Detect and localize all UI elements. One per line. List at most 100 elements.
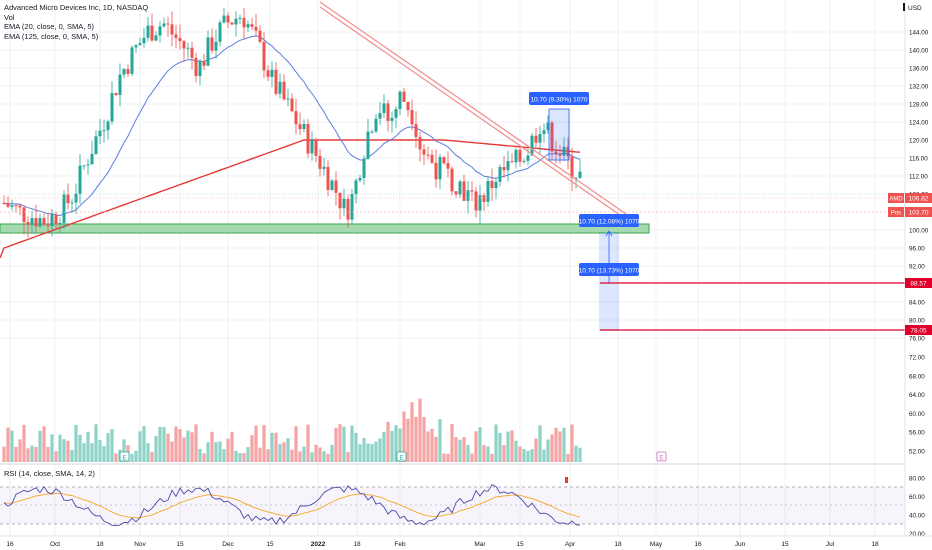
volume-bar — [174, 426, 178, 462]
volume-bar — [106, 433, 110, 462]
volume-bar — [450, 424, 454, 462]
time-tick: 18 — [614, 541, 622, 548]
volume-bar — [458, 439, 462, 462]
rsi-axis-ticks: 80.00 60.00 40.00 20.00 — [909, 475, 925, 538]
volume-bar — [122, 439, 126, 462]
time-tick: 16 — [6, 541, 14, 548]
time-tick: 15 — [176, 541, 184, 548]
vol-label[interactable]: Vol — [4, 12, 15, 22]
volume-bar — [414, 416, 418, 462]
svg-text:E: E — [122, 454, 127, 461]
volume-bar — [374, 441, 378, 462]
candle-body — [126, 69, 130, 74]
candle-body — [6, 203, 10, 207]
candle-body — [70, 202, 74, 204]
price-tick: 124.00 — [909, 120, 929, 127]
symbol-title[interactable]: Advanced Micro Devices Inc, 1D, NASDAQ — [4, 3, 149, 12]
candle-body — [270, 69, 274, 77]
candle-body — [462, 181, 466, 201]
volume-bar — [334, 427, 338, 462]
volume-bar — [350, 425, 354, 462]
candle-body — [222, 15, 226, 23]
ema20-label[interactable]: EMA (20, close, 0, SMA, 5) — [4, 22, 95, 32]
volume-bar — [178, 429, 182, 462]
volume-bar — [522, 448, 526, 462]
downtrend-line[interactable] — [319, 1, 627, 216]
volume-bar — [2, 446, 6, 462]
candle-body — [306, 124, 310, 154]
candle-body — [22, 207, 26, 223]
candle-body — [214, 41, 218, 51]
volume-bar — [294, 426, 298, 462]
time-tick: May — [650, 541, 663, 548]
candle-body — [62, 194, 66, 223]
volume-bar — [166, 433, 170, 462]
candle-body — [286, 98, 290, 100]
candle-body — [110, 93, 114, 122]
price-axis[interactable] — [905, 0, 932, 536]
time-tick: Jun — [735, 541, 746, 548]
candle-body — [194, 57, 198, 77]
volume-bar — [574, 445, 578, 462]
candle-body — [474, 191, 478, 211]
volume-bar — [318, 447, 322, 462]
candle-body — [146, 25, 150, 38]
svg-text:10.70 (9.30%) 1070: 10.70 (9.30%) 1070 — [530, 97, 587, 104]
volume-bar — [342, 426, 346, 462]
price-tick: 96.00 — [909, 246, 925, 253]
volume-bar — [478, 427, 482, 462]
candle-body — [518, 149, 522, 162]
volume-bar — [142, 426, 146, 462]
volume-bar — [90, 443, 94, 462]
volume-bar — [518, 446, 522, 462]
rsi-tick: 60.00 — [909, 494, 925, 501]
rsi-ma-line — [3, 492, 581, 519]
earnings-marker[interactable] — [656, 451, 667, 462]
rsi-band — [0, 487, 905, 524]
volume-bar — [410, 402, 414, 462]
time-tick: Mar — [474, 541, 486, 548]
candle-body — [242, 17, 246, 28]
time-tick: 16 — [694, 541, 702, 548]
candle-body — [290, 98, 294, 112]
volume-bar — [310, 452, 314, 462]
volume-bar — [34, 447, 38, 462]
measure-box-1[interactable] — [548, 108, 570, 161]
svg-text:E: E — [399, 454, 404, 461]
candle-body — [74, 193, 78, 203]
volume-bar — [74, 424, 78, 462]
candle-body — [550, 122, 554, 152]
rsi-label[interactable]: RSI (14, close, SMA, 14, 2) — [4, 469, 95, 478]
earnings-marker[interactable] — [119, 451, 130, 462]
ema125-label[interactable]: EMA (125, close, 0, SMA, 5) — [4, 31, 99, 41]
price-label-pos: Pos 103.70 — [888, 207, 932, 217]
volume-bar — [306, 424, 310, 462]
candle-body — [554, 151, 558, 155]
volume-bar — [502, 445, 506, 462]
volume-bar — [530, 449, 534, 462]
volume-bar — [14, 446, 18, 462]
candle-body — [362, 158, 366, 179]
measure-box-3[interactable] — [599, 283, 619, 331]
candle-body — [546, 122, 550, 131]
candle-body — [30, 218, 34, 225]
candle-body — [458, 181, 462, 195]
candle-body — [190, 47, 194, 58]
volume-bar — [18, 439, 22, 462]
time-tick: Dec — [222, 541, 234, 548]
earnings-marker[interactable] — [396, 451, 407, 462]
volume-bar — [214, 442, 218, 462]
volume-bar — [554, 427, 558, 462]
volume-bar — [158, 426, 162, 462]
volume-bar — [446, 453, 450, 462]
candle-body — [142, 37, 146, 44]
volume-bar — [274, 432, 278, 462]
volume-bar — [466, 444, 470, 462]
candle-body — [294, 111, 298, 125]
candle-body — [14, 205, 18, 207]
time-axis[interactable]: 16 Oct 18 Nov 15 Dec 15 2022 18 Feb Mar 15 Apr 18 May 1… — [6, 541, 879, 548]
volume-bar — [378, 438, 382, 462]
volume-bar — [10, 430, 14, 462]
support-zone[interactable] — [0, 223, 650, 234]
